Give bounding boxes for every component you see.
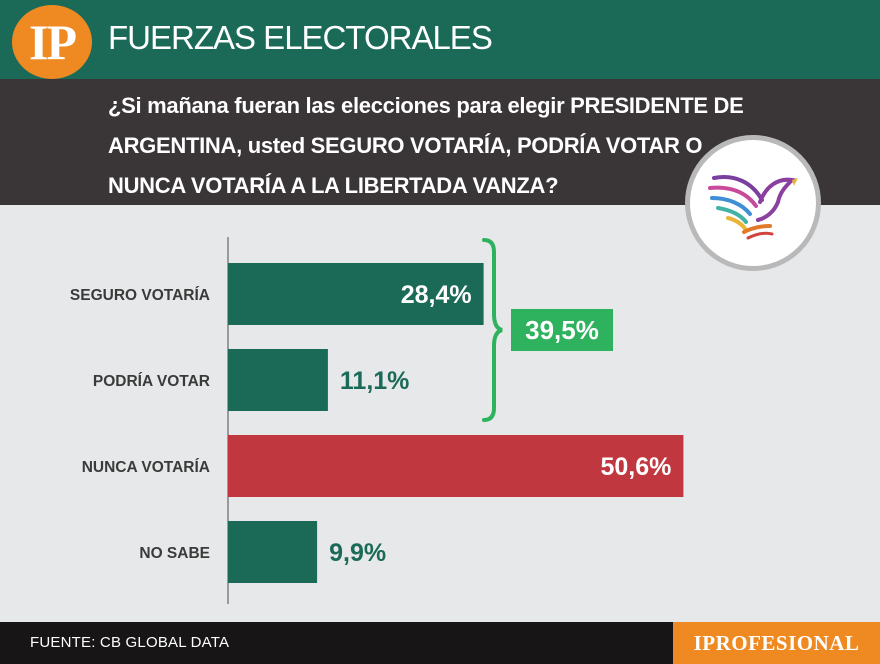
survey-question: ¿Si mañana fueran las elecciones para el… bbox=[108, 93, 744, 198]
page-title: FUERZAS ELECTORALES bbox=[108, 19, 493, 56]
value-label: 28,4% bbox=[401, 281, 472, 309]
group-total-badge bbox=[511, 309, 613, 351]
value-label: 11,1% bbox=[340, 367, 410, 395]
bar bbox=[228, 263, 484, 325]
ip-logo-text: IP bbox=[29, 14, 77, 70]
group-total-label: 39,5% bbox=[525, 315, 599, 345]
bars-layer: SEGURO VOTARÍA 28,4% PODRÍA VOTAR 11,1% NUNC… bbox=[70, 263, 684, 583]
title-bar bbox=[0, 0, 880, 79]
group-bracket bbox=[482, 238, 503, 422]
bar bbox=[228, 521, 318, 583]
brand-badge bbox=[673, 622, 880, 664]
category-label: PODRÍA VOTAR bbox=[93, 373, 210, 390]
source-text: FUENTE: CB GLOBAL DATA bbox=[30, 634, 230, 651]
category-label: NUNCA VOTARÍA bbox=[82, 459, 210, 476]
category-label: NO SABE bbox=[139, 545, 210, 562]
brand-name: IPROFESIONAL bbox=[693, 631, 860, 655]
value-label: 9,9% bbox=[329, 539, 386, 567]
party-emblem bbox=[685, 135, 821, 271]
eagle-icon bbox=[708, 175, 798, 240]
bar bbox=[228, 349, 328, 411]
ip-logo bbox=[12, 5, 92, 79]
value-label: 50,6% bbox=[601, 453, 672, 481]
bar bbox=[228, 435, 684, 497]
category-label: SEGURO VOTARÍA bbox=[70, 287, 210, 304]
